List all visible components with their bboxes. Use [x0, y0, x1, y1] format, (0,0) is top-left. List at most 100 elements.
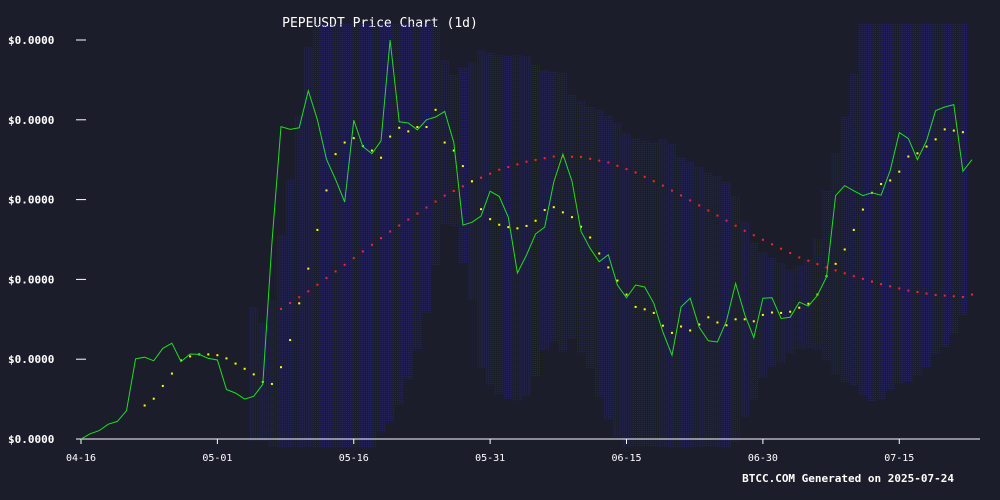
ma20-point: [616, 279, 619, 282]
ma20-point: [898, 170, 901, 173]
ma50-point: [425, 206, 428, 209]
x-tick-label: 07-15: [884, 453, 914, 464]
ma50-point: [534, 158, 537, 161]
y-tick-label: $0.0000: [8, 273, 54, 286]
ma20-point: [689, 329, 692, 332]
y-tick-label: $0.0000: [8, 194, 54, 207]
ma20-point: [716, 321, 719, 324]
ma50-point: [525, 160, 528, 163]
ma50-point: [507, 166, 510, 169]
ma20-point: [880, 183, 883, 186]
ma50-point: [370, 243, 373, 246]
ma50-point: [698, 204, 701, 207]
ma50-point: [625, 168, 628, 171]
ma20-point: [852, 228, 855, 231]
ma20-point: [252, 373, 255, 376]
price-line: [80, 39, 973, 440]
ma50-point: [607, 161, 610, 164]
x-tick-label: 06-30: [748, 453, 778, 464]
ma50-point: [816, 263, 819, 266]
ma50-point: [716, 214, 719, 217]
ma20-point: [916, 152, 919, 155]
ma20-point: [489, 218, 492, 221]
ma20-point: [225, 357, 228, 360]
ma20-point: [607, 266, 610, 269]
price-series: [80, 39, 973, 440]
ma50-point: [480, 176, 483, 179]
ma50-point: [280, 307, 283, 310]
ma50-point: [489, 172, 492, 175]
ma20-point: [470, 180, 473, 183]
ma20-point: [807, 302, 810, 305]
ma50-point: [352, 257, 355, 260]
ma20-point: [934, 138, 937, 141]
ma50-point: [407, 218, 410, 221]
ma50-point: [443, 194, 446, 197]
ma20-point: [752, 320, 755, 323]
y-tick-label: $0.0000: [8, 114, 54, 127]
ma20-point: [561, 211, 564, 214]
ma50-point: [498, 168, 501, 171]
ma20-point: [307, 267, 310, 270]
ma20-point: [380, 156, 383, 159]
ma50-point: [943, 294, 946, 297]
ma20-point: [516, 227, 519, 230]
ma20-point: [961, 131, 964, 134]
ma50-point: [707, 209, 710, 212]
ma50-point: [616, 164, 619, 167]
ma50-point: [361, 250, 364, 253]
ma20-point: [143, 404, 146, 407]
ma50-point: [916, 291, 919, 294]
ma50-point: [561, 155, 564, 158]
ma20-point: [834, 262, 837, 265]
ma50-point: [552, 155, 555, 158]
ma50-point: [752, 234, 755, 237]
ma50-point: [789, 252, 792, 255]
ma20-point: [316, 228, 319, 231]
y-tick-label: $0.0000: [8, 34, 54, 47]
ma20-point: [770, 311, 773, 314]
ma20-point: [216, 354, 219, 357]
ma20-point: [234, 362, 237, 365]
ma50-point: [434, 200, 437, 203]
ma50-point: [461, 185, 464, 188]
ma20-point: [289, 339, 292, 342]
ma50-point: [798, 256, 801, 259]
ma20-point: [925, 145, 928, 148]
ma50-point: [634, 171, 637, 174]
ma20-point: [389, 135, 392, 138]
ma20-point: [625, 293, 628, 296]
ma50-point: [670, 189, 673, 192]
ma20-point: [480, 208, 483, 211]
ma50-point: [971, 293, 973, 296]
ma50-point: [380, 237, 383, 240]
ma20-point: [589, 236, 592, 239]
ma20-point: [452, 149, 455, 152]
x-tick-label: 05-01: [202, 453, 232, 464]
ma20-point: [670, 331, 673, 334]
ma20-point: [434, 108, 437, 111]
ma20-point: [152, 397, 155, 400]
ma20-point: [552, 206, 555, 209]
ma50-point: [289, 302, 292, 305]
ma50-point: [643, 175, 646, 178]
ma50-point: [770, 243, 773, 246]
axes: $0.0000 $0.0000 $0.0000 $0.0000 $0.0000 $0.00…: [8, 34, 980, 464]
ma20-point: [789, 310, 792, 313]
ma50-point: [834, 269, 837, 272]
ma20-point: [370, 149, 373, 152]
ma20-point: [461, 165, 464, 168]
ma20-point: [780, 311, 783, 314]
x-tick-label: 06-15: [611, 453, 641, 464]
ma20-point: [352, 137, 355, 140]
ma20-point: [661, 324, 664, 327]
ma20-point: [343, 141, 346, 144]
ma20-point: [180, 359, 183, 362]
ma20-point: [525, 224, 528, 227]
ma50-point: [298, 296, 301, 299]
ma50-point: [852, 275, 855, 278]
ma20-point: [743, 318, 746, 321]
ma20-point: [861, 208, 864, 211]
ma50-point: [334, 270, 337, 273]
